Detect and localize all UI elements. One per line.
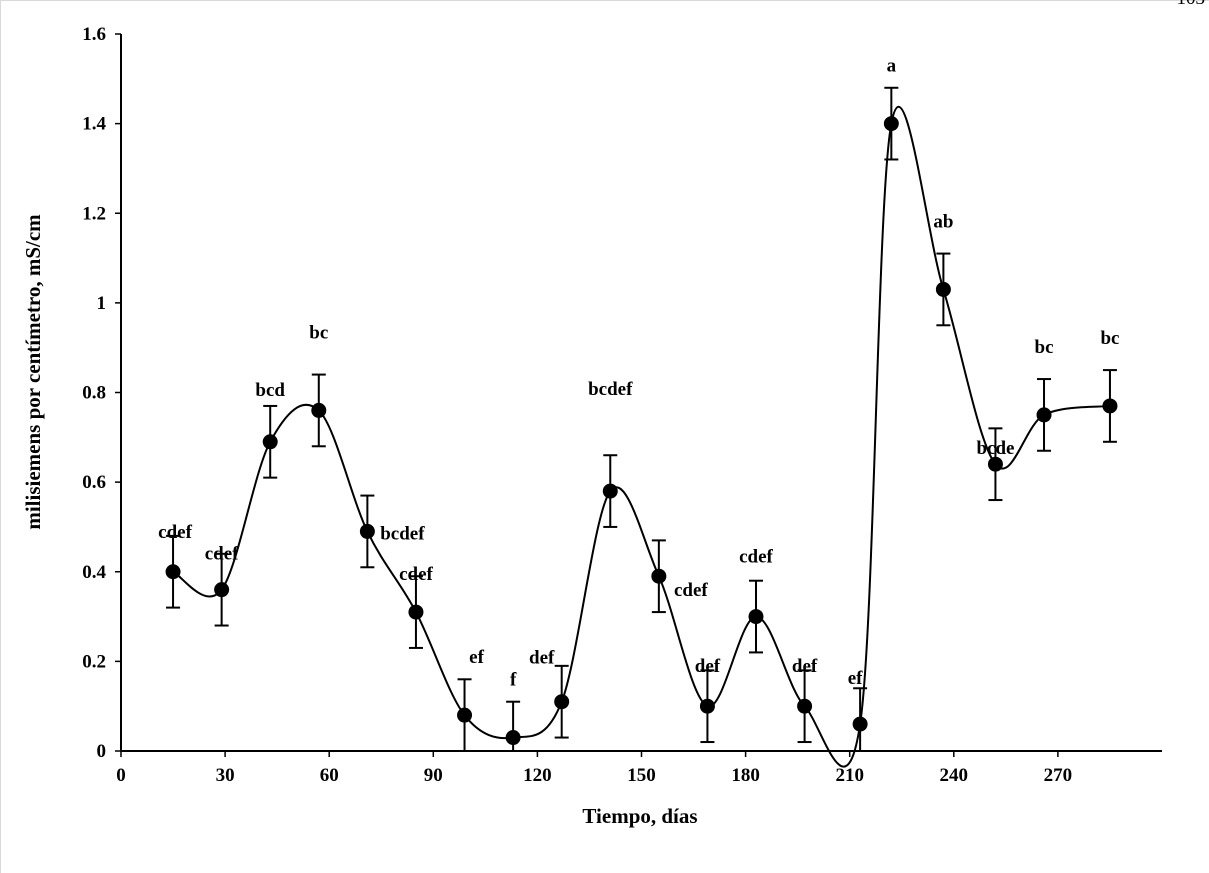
data-point bbox=[554, 694, 570, 710]
significance-label: bcdef bbox=[380, 523, 425, 544]
data-point bbox=[1102, 398, 1118, 414]
data-point bbox=[165, 564, 181, 580]
significance-label: cdef bbox=[739, 547, 773, 568]
page-border-top bbox=[0, 0, 1209, 1]
significance-label: cdef bbox=[158, 522, 192, 543]
x-tick-label: 150 bbox=[627, 765, 656, 786]
y-axis-title: milisiemens por centímetro, mS/cm bbox=[21, 214, 45, 530]
data-point bbox=[935, 281, 951, 297]
significance-label: cdef bbox=[399, 564, 433, 585]
data-point bbox=[602, 483, 618, 499]
x-tick-label: 240 bbox=[940, 765, 969, 786]
y-tick-label: 0.4 bbox=[82, 562, 106, 583]
data-point bbox=[408, 604, 424, 620]
data-point bbox=[311, 402, 327, 418]
x-tick-label: 270 bbox=[1044, 765, 1073, 786]
y-tick-label: 0.6 bbox=[82, 472, 106, 493]
axes: 0 30 60 90 120 150 180 210 240 270 0 0.2 0.4 0.6 0.8 1 1… bbox=[82, 24, 1162, 786]
significance-label: ab bbox=[933, 211, 953, 232]
y-tick-label: 1 bbox=[97, 293, 107, 314]
x-tick-label: 210 bbox=[835, 765, 864, 786]
significance-label: bc bbox=[1035, 337, 1054, 358]
significance-label: def bbox=[792, 656, 818, 677]
data-point bbox=[797, 698, 813, 714]
data-point bbox=[1036, 407, 1052, 423]
significance-label: ef bbox=[848, 668, 863, 689]
data-point bbox=[748, 609, 764, 625]
series-curve-layer bbox=[172, 105, 1111, 768]
significance-label: bcd bbox=[255, 380, 285, 401]
significance-label: bcde bbox=[976, 438, 1014, 459]
data-point bbox=[883, 116, 899, 132]
data-point bbox=[651, 568, 667, 584]
data-point bbox=[699, 698, 715, 714]
significance-label: def bbox=[529, 648, 555, 669]
data-point bbox=[214, 582, 230, 598]
significance-label: a bbox=[887, 56, 897, 77]
significance-label: bc bbox=[309, 322, 328, 343]
y-tick-label: 1.4 bbox=[82, 114, 106, 135]
data-point bbox=[987, 456, 1003, 472]
y-tick-label: 1.6 bbox=[82, 24, 106, 45]
significance-label: cdef bbox=[674, 580, 708, 601]
series-line bbox=[172, 105, 1111, 768]
page-border-left bbox=[0, 0, 1, 873]
significance-label-layer: cdefcdefbcdbcbcdefcdefeffdefbcdefcdefdef… bbox=[158, 56, 1119, 691]
data-point bbox=[262, 434, 278, 450]
y-tick-label: 0 bbox=[97, 741, 107, 762]
significance-label: ef bbox=[469, 647, 484, 668]
significance-label: cdef bbox=[205, 544, 239, 565]
significance-label: f bbox=[510, 670, 517, 691]
y-tick-label: 0.2 bbox=[82, 651, 106, 672]
page-number: 103 bbox=[1177, 0, 1206, 10]
x-tick-label: 90 bbox=[424, 765, 443, 786]
x-tick-label: 180 bbox=[731, 765, 760, 786]
significance-label: bcdef bbox=[588, 379, 633, 400]
data-point bbox=[457, 707, 473, 723]
significance-label: def bbox=[695, 656, 721, 677]
y-tick-label: 0.8 bbox=[82, 383, 106, 404]
data-point-layer bbox=[165, 116, 1118, 746]
data-point bbox=[359, 523, 375, 539]
x-tick-label: 30 bbox=[216, 765, 235, 786]
x-tick-label: 0 bbox=[116, 765, 126, 786]
y-tick-label: 1.2 bbox=[82, 203, 106, 224]
x-tick-label: 60 bbox=[320, 765, 339, 786]
data-point bbox=[852, 716, 868, 732]
error-bar-layer bbox=[166, 86, 1117, 752]
x-axis-title: Tiempo, días bbox=[582, 804, 697, 828]
x-tick-label: 120 bbox=[523, 765, 552, 786]
significance-label: bc bbox=[1100, 328, 1119, 349]
data-point bbox=[505, 730, 521, 746]
